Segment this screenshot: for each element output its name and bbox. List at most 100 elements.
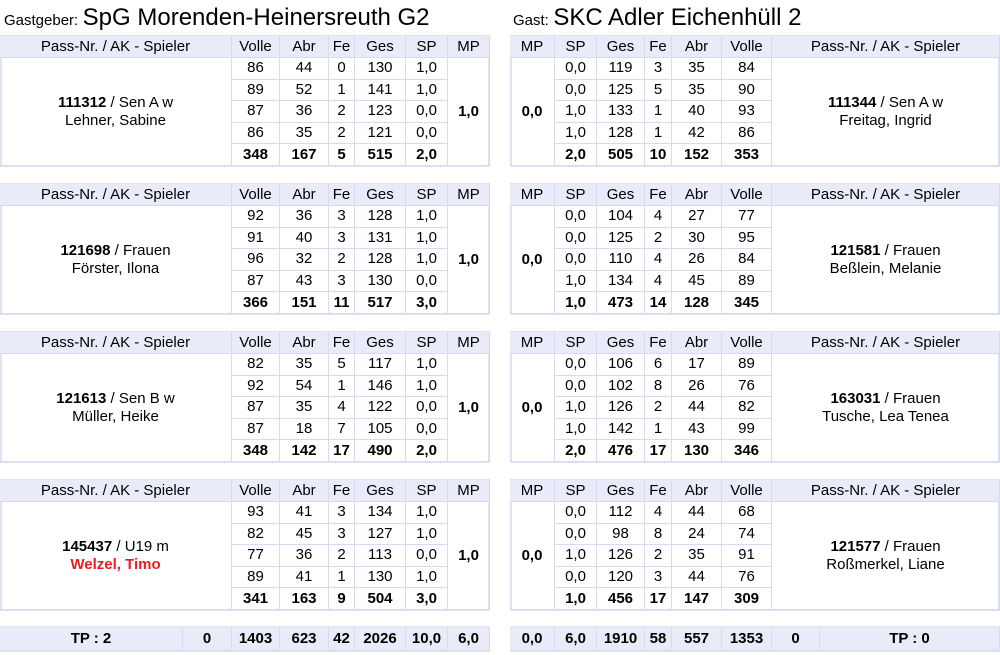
score-cell: 126 — [597, 397, 645, 419]
score-cell: 127 — [355, 523, 406, 546]
score-cell: 2 — [645, 545, 672, 567]
score-cell: 14 — [645, 292, 672, 314]
score-cell: 26 — [672, 375, 722, 398]
host-name: SpG Morenden-Heinersreuth G2 — [82, 4, 430, 31]
score-cell: 86 — [232, 58, 280, 80]
score-cell: 84 — [722, 58, 772, 80]
score-cell: 3 — [645, 566, 672, 589]
column-header: Abr — [280, 332, 329, 354]
column-header: SP — [406, 36, 448, 58]
column-header: SP — [555, 332, 597, 354]
score-cell: 52 — [280, 79, 329, 102]
score-cell: 95 — [722, 227, 772, 250]
score-cell: 0,0 — [555, 354, 597, 376]
player-cell: 121581 / Frauen Beßlein, Melanie — [772, 206, 1000, 314]
score-cell: 68 — [722, 502, 772, 524]
column-header: Volle — [722, 480, 772, 502]
column-header: SP — [555, 480, 597, 502]
score-cell: 2 — [645, 397, 672, 419]
score-cell: 5 — [329, 144, 355, 166]
score-cell: 3,0 — [406, 292, 448, 314]
match-points: 0,0 — [510, 354, 555, 462]
score-cell: 0,0 — [555, 375, 597, 398]
score-cell: 3 — [329, 523, 355, 546]
score-cell: 43 — [672, 418, 722, 441]
score-cell: 3 — [329, 206, 355, 228]
score-cell: 105 — [355, 418, 406, 441]
column-header: Abr — [672, 480, 722, 502]
column-header: Fe — [329, 36, 355, 58]
column-header: Fe — [329, 184, 355, 206]
score-cell: 128 — [355, 249, 406, 271]
score-cell: 130 — [672, 440, 722, 462]
score-cell: 9 — [329, 588, 355, 610]
score-cell: 54 — [280, 375, 329, 398]
score-cell: 130 — [355, 58, 406, 80]
column-header: Abr — [672, 184, 722, 206]
score-cell: 82 — [232, 354, 280, 376]
age-class: / Frauen — [884, 241, 941, 259]
score-cell: 6 — [645, 354, 672, 376]
score-cell: 4 — [645, 206, 672, 228]
score-cell: 77 — [232, 545, 280, 567]
score-cell: 130 — [355, 566, 406, 589]
column-header: MP — [448, 332, 490, 354]
score-cell: 93 — [232, 502, 280, 524]
column-header: MP — [510, 480, 555, 502]
match-points: 1,0 — [448, 354, 490, 462]
score-cell: 1,0 — [406, 58, 448, 80]
column-header: MP — [448, 36, 490, 58]
match-points: 1,0 — [448, 502, 490, 610]
match-points: 1,0 — [448, 206, 490, 314]
score-cell: 1 — [645, 122, 672, 145]
score-cell: 3 — [329, 270, 355, 293]
score-cell: 345 — [722, 292, 772, 314]
player-name: Roßmerkel, Liane — [826, 555, 945, 573]
score-cell: 104 — [597, 206, 645, 228]
score-cell: 87 — [232, 397, 280, 419]
score-cell: 27 — [672, 206, 722, 228]
score-cell: 99 — [722, 418, 772, 441]
score-cell: 2 — [645, 227, 672, 250]
score-cell: 309 — [722, 588, 772, 610]
score-cell: 123 — [355, 101, 406, 123]
score-cell: 35 — [672, 79, 722, 102]
score-cell: 353 — [722, 144, 772, 166]
score-cell: 0,0 — [406, 545, 448, 567]
score-cell: 112 — [597, 502, 645, 524]
player-cell: 121577 / Frauen Roßmerkel, Liane — [772, 502, 1000, 610]
total-cell: 10,0 — [406, 627, 448, 651]
score-cell: 1,0 — [406, 354, 448, 376]
total-cell: 0,0 — [510, 627, 555, 651]
player-id: 121698 / Frauen — [60, 242, 170, 260]
column-header: Fe — [645, 36, 672, 58]
score-cell: 36 — [280, 545, 329, 567]
pass-number: 111312 — [57, 93, 107, 111]
column-header: Ges — [597, 332, 645, 354]
score-cell: 1,0 — [406, 79, 448, 102]
column-header: Volle — [232, 480, 280, 502]
score-cell: 5 — [645, 79, 672, 102]
score-cell: 1,0 — [555, 418, 597, 441]
score-cell: 77 — [722, 206, 772, 228]
score-cell: 43 — [280, 270, 329, 293]
column-header: Fe — [645, 480, 672, 502]
total-cell: 2026 — [355, 627, 406, 651]
column-header: Abr — [280, 184, 329, 206]
column-header: SP — [406, 332, 448, 354]
score-cell: 1,0 — [406, 523, 448, 546]
score-cell: 30 — [672, 227, 722, 250]
score-cell: 10 — [645, 144, 672, 166]
score-cell: 142 — [280, 440, 329, 462]
column-header: MP — [510, 36, 555, 58]
score-cell: 17 — [645, 440, 672, 462]
score-cell: 146 — [355, 375, 406, 398]
score-cell: 456 — [597, 588, 645, 610]
score-cell: 1 — [329, 375, 355, 398]
host-label: Gastgeber: — [4, 12, 79, 29]
score-cell: 106 — [597, 354, 645, 376]
total-cell: 1353 — [722, 627, 772, 651]
score-cell: 87 — [232, 101, 280, 123]
score-cell: 45 — [280, 523, 329, 546]
